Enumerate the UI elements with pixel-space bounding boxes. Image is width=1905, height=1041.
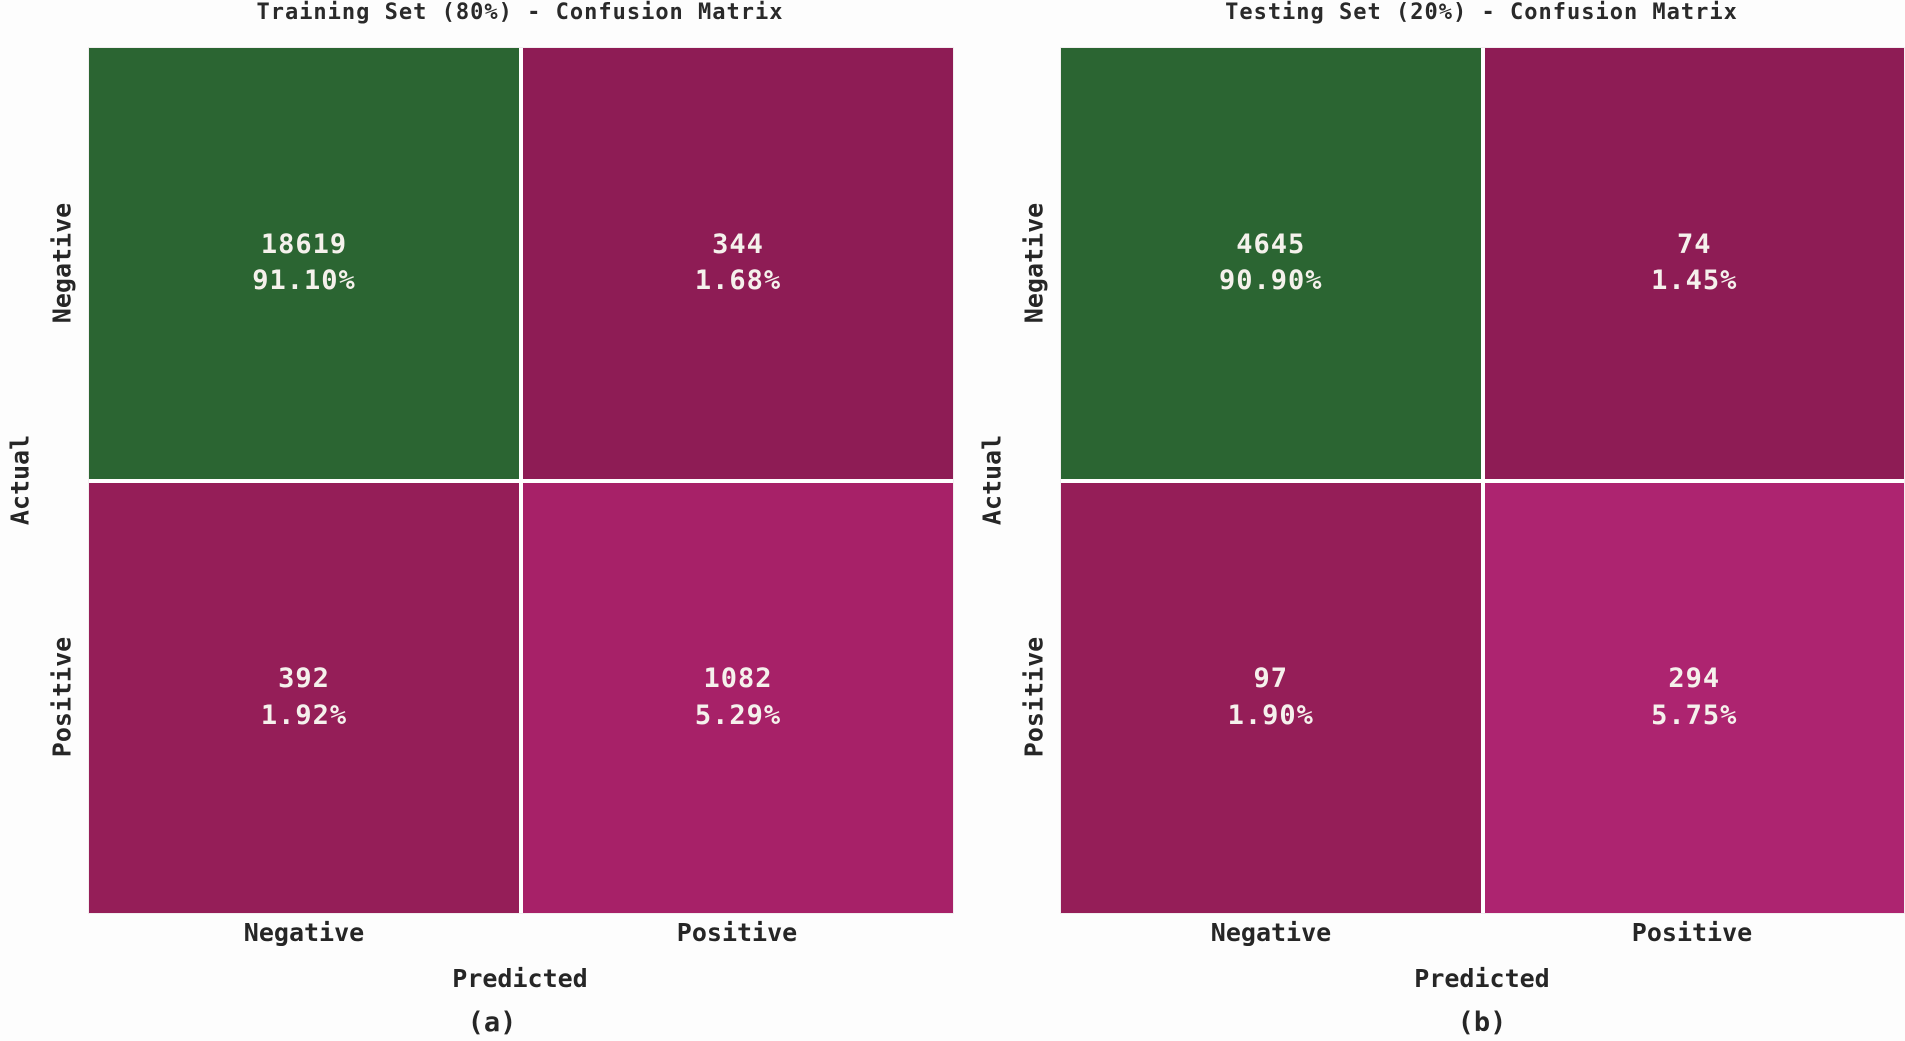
testing-plot-title: Testing Set (20%) - Confusion Matrix (1225, 0, 1738, 25)
cell-actual-negative-pred-negative: 18619 91.10% (89, 48, 519, 479)
cell-actual-positive-pred-positive: 294 5.75% (1484, 482, 1904, 913)
testing-heatmap: 4645 90.90% 74 1.45% 97 1.90% 294 5.75% (1060, 47, 1905, 914)
testing-ytick-positive: Positive (1019, 636, 1049, 758)
testing-y-axis-label: Actual (977, 434, 1007, 526)
cell-actual-positive-pred-negative: 392 1.92% (89, 482, 519, 913)
training-confusion-matrix-panel: Training Set (80%) - Confusion Matrix Ac… (0, 0, 954, 1041)
cell-count: 1082 (703, 663, 773, 695)
cell-percent: 91.10% (252, 265, 356, 297)
training-ytick-positive: Positive (47, 636, 77, 758)
cell-percent: 5.75% (1651, 699, 1738, 731)
testing-xtick-negative: Negative (1210, 918, 1332, 947)
cell-count: 18619 (260, 228, 348, 260)
cell-count: 294 (1668, 663, 1721, 695)
cell-count: 4645 (1236, 228, 1306, 260)
cell-count: 74 (1676, 228, 1712, 260)
training-xtick-negative: Negative (243, 918, 365, 947)
testing-x-axis-label: Predicted (1414, 964, 1550, 993)
subfigure-caption-a: (a) (467, 1007, 517, 1038)
training-x-axis-label: Predicted (452, 964, 588, 993)
cell-percent: 1.68% (694, 265, 782, 297)
cell-actual-positive-pred-positive: 1082 5.29% (523, 482, 953, 913)
training-plot-title: Training Set (80%) - Confusion Matrix (256, 0, 784, 25)
training-heatmap: 18619 91.10% 344 1.68% 392 1.92% 1082 5.… (88, 47, 954, 914)
testing-ytick-negative: Negative (1019, 202, 1049, 324)
cell-actual-positive-pred-negative: 97 1.90% (1061, 482, 1481, 913)
cell-percent: 1.90% (1227, 699, 1314, 731)
training-y-axis-label: Actual (5, 434, 35, 526)
cell-percent: 1.92% (260, 699, 348, 731)
training-xtick-positive: Positive (676, 918, 798, 947)
training-ytick-negative: Negative (47, 202, 77, 324)
cell-count: 392 (278, 663, 330, 695)
cell-actual-negative-pred-negative: 4645 90.90% (1061, 48, 1481, 479)
cell-count: 97 (1253, 663, 1288, 695)
cell-actual-negative-pred-positive: 74 1.45% (1484, 48, 1904, 479)
cell-percent: 5.29% (694, 699, 782, 731)
cell-actual-negative-pred-positive: 344 1.68% (523, 48, 953, 479)
cell-percent: 90.90% (1218, 265, 1323, 297)
cell-percent: 1.45% (1651, 265, 1738, 297)
testing-confusion-matrix-panel: Testing Set (20%) - Confusion Matrix Act… (972, 0, 1905, 1041)
testing-xtick-positive: Positive (1631, 918, 1753, 947)
cell-count: 344 (712, 228, 764, 260)
subfigure-caption-b: (b) (1457, 1007, 1507, 1038)
